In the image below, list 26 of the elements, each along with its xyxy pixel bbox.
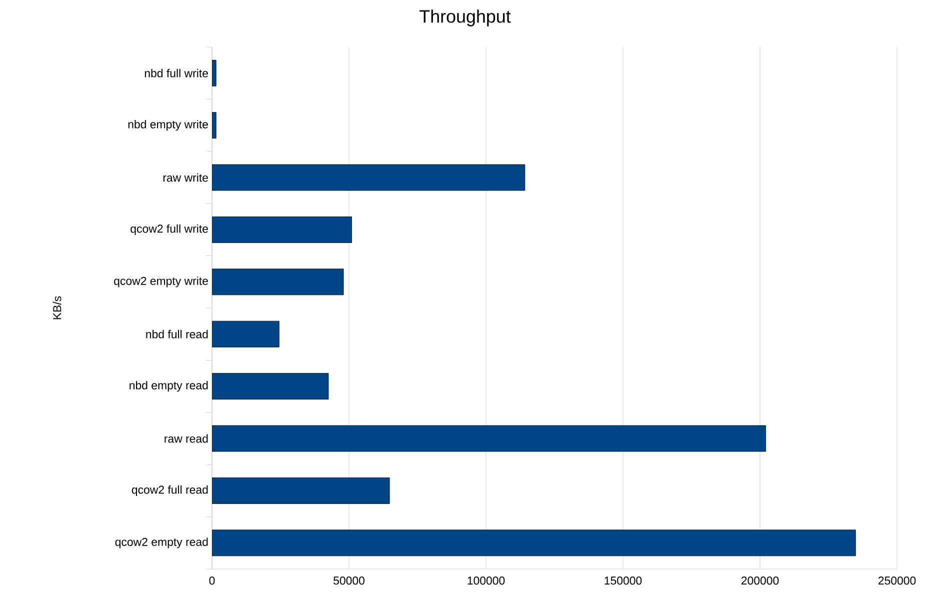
bar	[212, 216, 352, 243]
x-tick-label: 200000	[741, 576, 779, 585]
x-tick-label: 250000	[878, 576, 916, 585]
y-tick-label: nbd empty read	[130, 380, 208, 392]
y-tick-label: qcow2 full read	[132, 485, 208, 496]
x-tick-label: 100000	[468, 576, 505, 585]
y-tick-label: raw write	[163, 173, 208, 182]
bar	[212, 530, 856, 556]
y-tick-label: nbd full write	[144, 68, 208, 78]
y-tick-label: qcow2 empty write	[114, 276, 208, 288]
bar	[212, 268, 344, 296]
bar	[212, 320, 280, 348]
chart-title: Throughput	[420, 10, 511, 26]
bar	[212, 478, 390, 504]
x-tick-label: 50000	[334, 576, 364, 585]
y-tick-label: nbd full read	[146, 330, 208, 338]
bar	[212, 164, 526, 191]
y-tick-label: raw read	[164, 434, 208, 443]
x-tick-label: 0	[209, 576, 215, 585]
x-tick-label: 150000	[604, 576, 642, 585]
bar	[212, 425, 766, 452]
y-tick-label: nbd empty write	[128, 120, 208, 131]
bar	[212, 373, 329, 400]
y-tick-label: qcow2 full write	[130, 224, 208, 236]
y-tick-label: qcow2 empty read	[115, 538, 208, 548]
y-axis-title: KB/s	[52, 296, 62, 320]
